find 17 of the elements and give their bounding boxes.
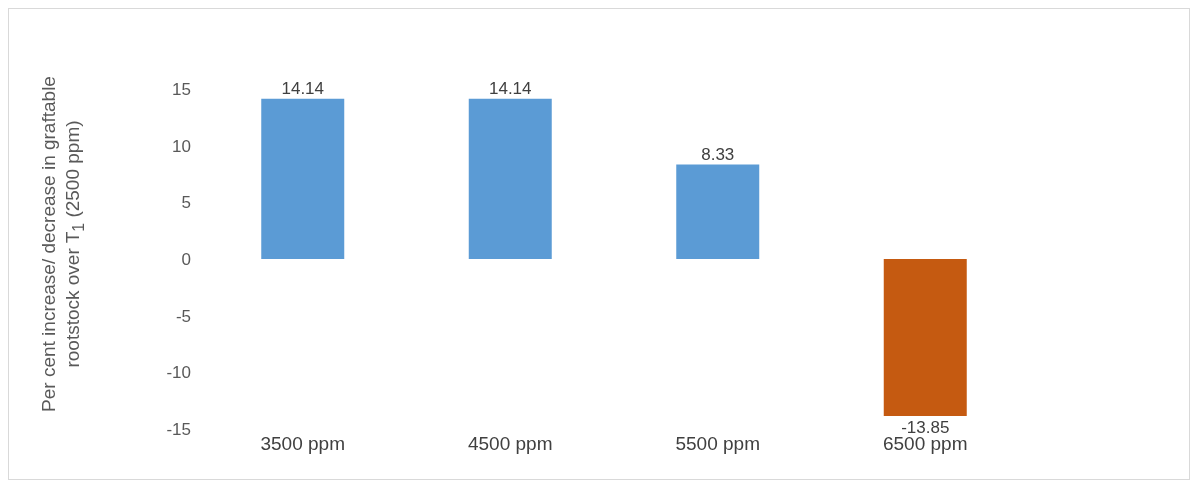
y-tick-label: -15 xyxy=(166,420,191,440)
y-tick-label: -5 xyxy=(175,306,191,326)
bar xyxy=(883,259,967,416)
y-tick-label: 15 xyxy=(172,80,191,100)
bar xyxy=(261,98,345,259)
y-tick-label: -10 xyxy=(166,363,191,383)
y-tick-label: 0 xyxy=(181,250,191,270)
y-tick-label: 10 xyxy=(172,136,191,156)
bar xyxy=(676,164,760,259)
data-label: 14.14 xyxy=(281,78,325,98)
x-tick-label: 4500 ppm xyxy=(467,433,553,455)
data-label: 14.14 xyxy=(488,78,532,98)
y-tick-label: 5 xyxy=(181,193,191,213)
bar xyxy=(468,98,552,259)
x-tick-label: 5500 ppm xyxy=(675,433,761,455)
data-label: 8.33 xyxy=(701,144,735,164)
x-tick-label: 3500 ppm xyxy=(260,433,346,455)
